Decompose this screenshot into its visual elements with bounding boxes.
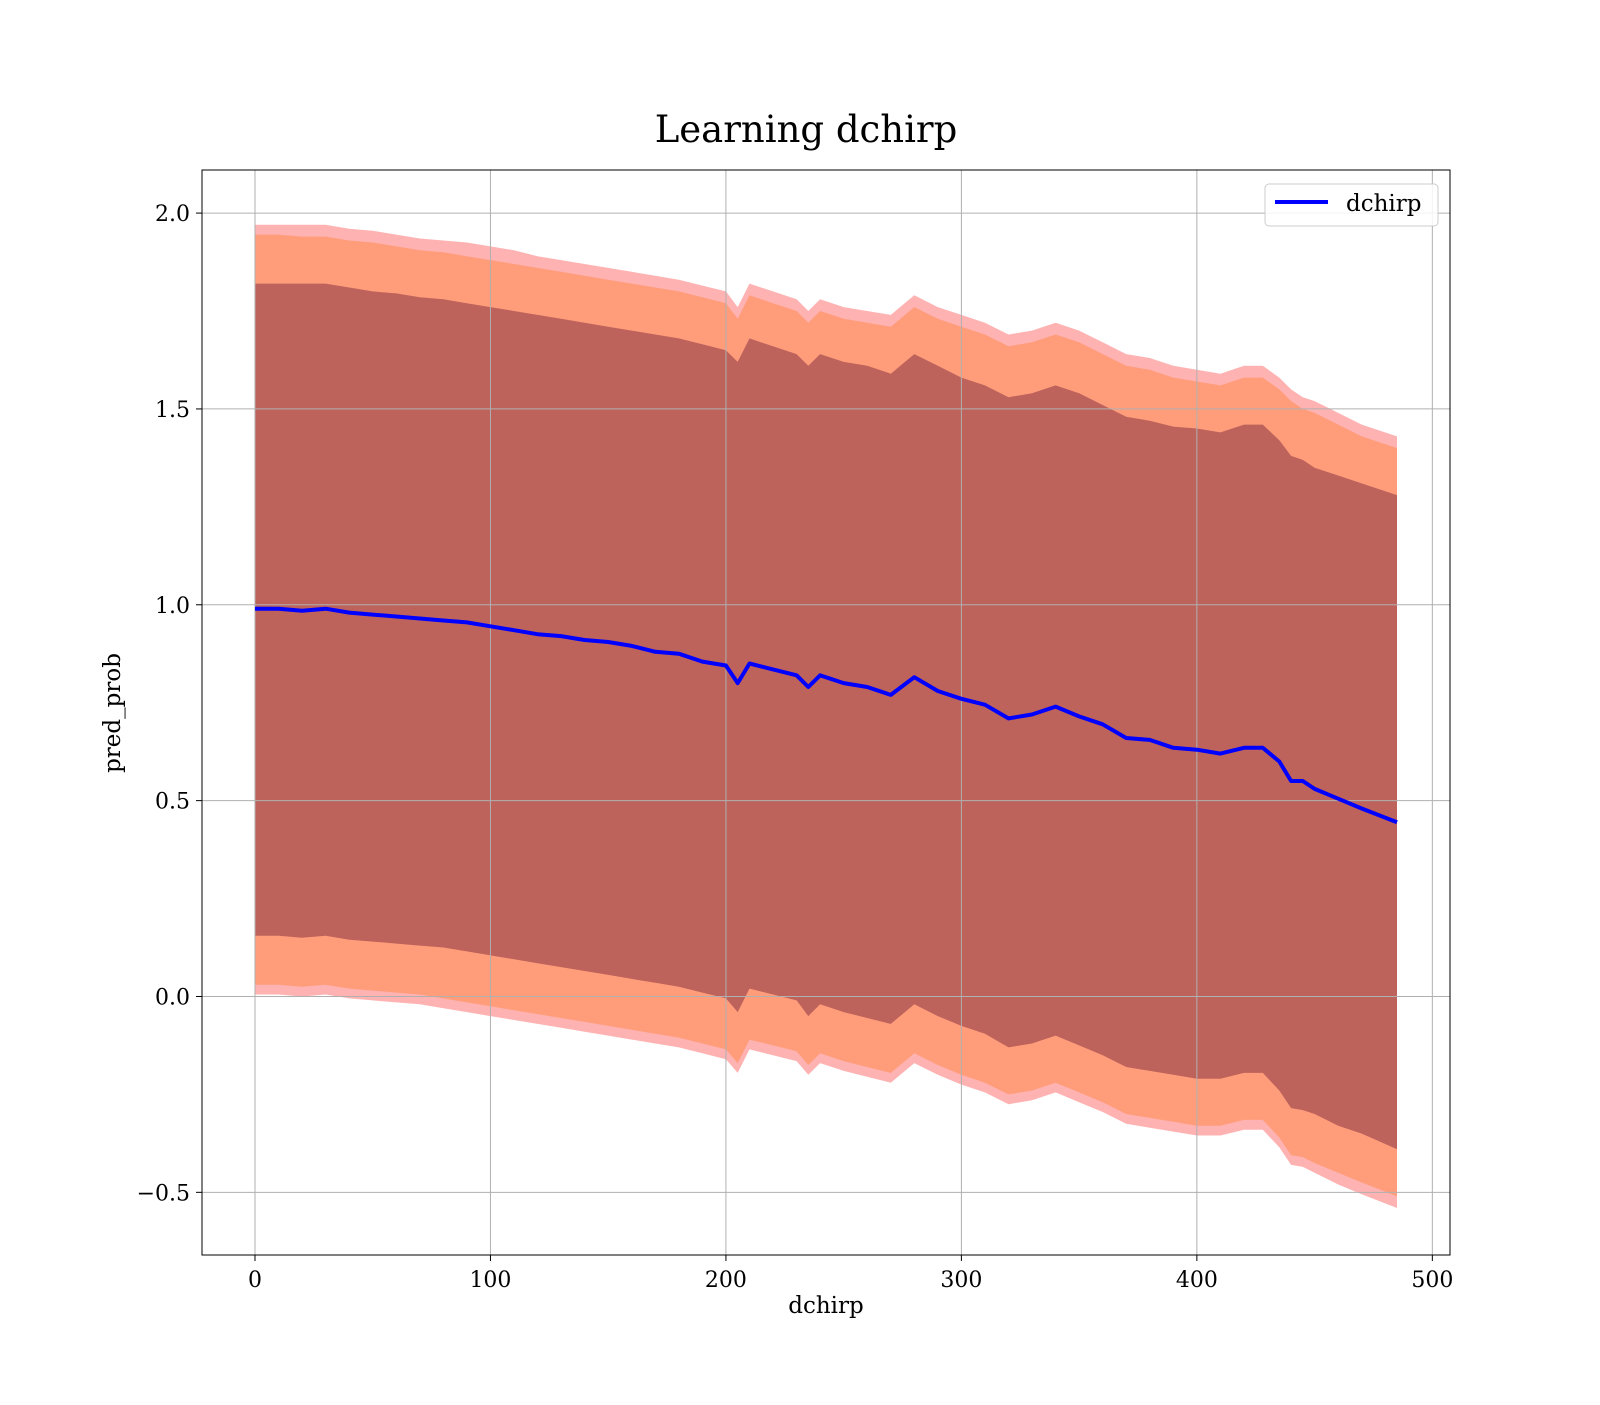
y-axis-label: pred_prob <box>100 653 126 773</box>
x-tick-label: 400 <box>1176 1268 1218 1293</box>
x-tick-label: 0 <box>248 1268 262 1293</box>
x-axis-label: dchirp <box>788 1293 864 1319</box>
y-axis: −0.5 0.0 0.5 1.0 1.5 2.0 <box>137 202 202 1206</box>
confidence-bands <box>255 224 1397 1209</box>
x-tick-label: 200 <box>705 1268 747 1293</box>
x-tick-label: 300 <box>940 1268 982 1293</box>
chart-title: Learning dchirp <box>655 108 958 151</box>
grid <box>202 170 1450 1255</box>
y-tick-label: 0.5 <box>155 790 190 815</box>
y-tick-label: 1.0 <box>155 594 190 619</box>
y-tick-label: −0.5 <box>137 1181 190 1206</box>
x-tick-label: 100 <box>469 1268 511 1293</box>
legend-box <box>1264 183 1439 227</box>
x-tick-label: 500 <box>1411 1268 1453 1293</box>
x-axis: 0 100 200 300 400 500 <box>248 1255 1453 1293</box>
band-core <box>255 283 1397 1150</box>
series-line-dchirp <box>255 606 1398 825</box>
y-tick-label: 2.0 <box>155 202 190 227</box>
y-tick-label: 0.0 <box>155 985 190 1010</box>
series-line-group <box>255 606 1398 825</box>
plot-frame <box>201 169 1451 1256</box>
legend: dchirp <box>1264 183 1439 227</box>
y-tick-label: 1.5 <box>155 398 190 423</box>
legend-label-dchirp: dchirp <box>1346 191 1422 217</box>
